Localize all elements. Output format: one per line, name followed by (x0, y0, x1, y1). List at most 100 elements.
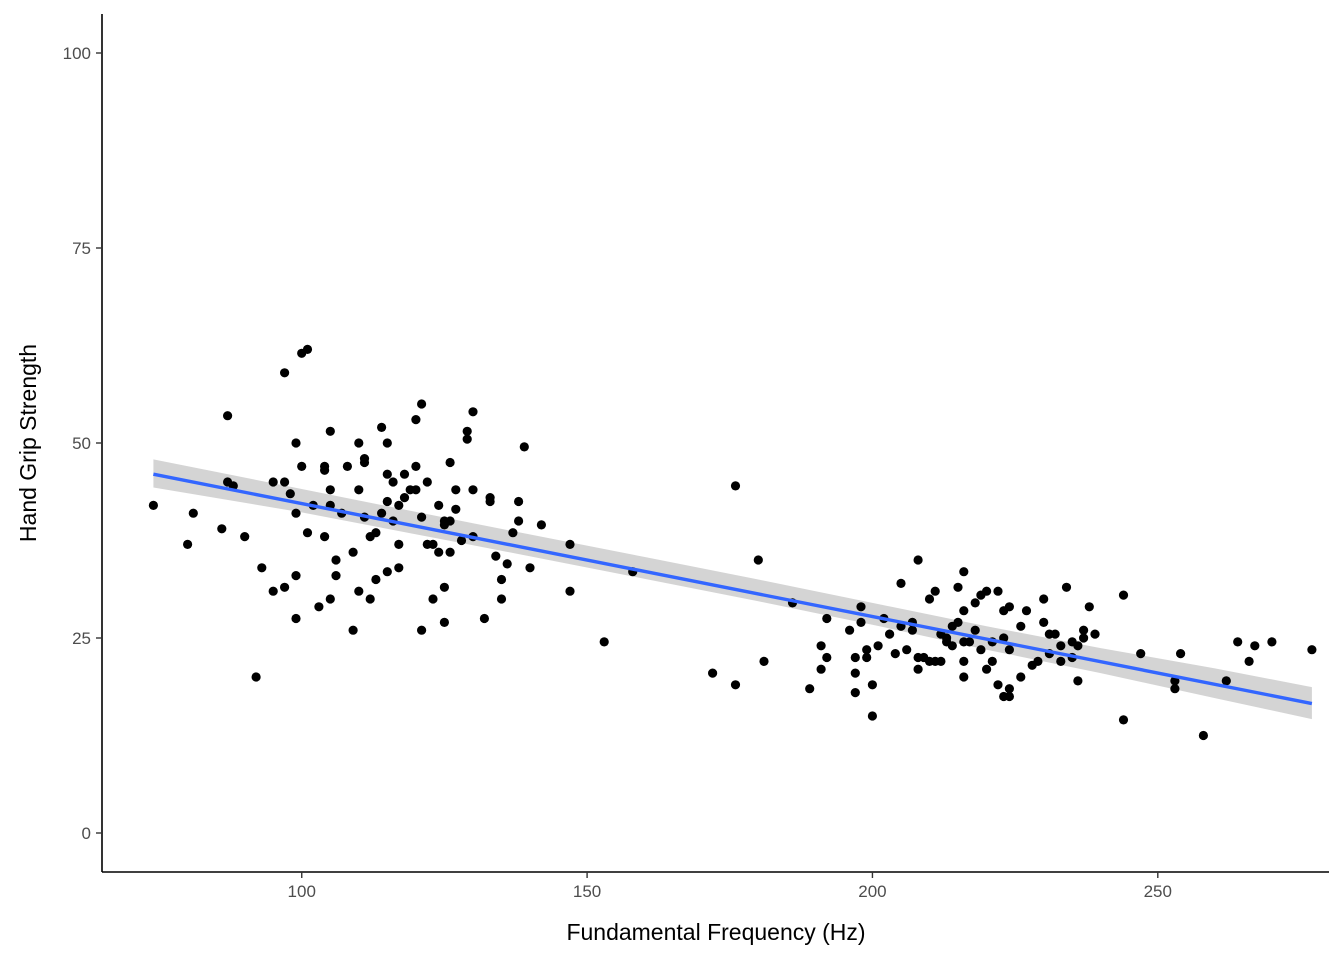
data-point (1004, 602, 1015, 612)
data-point (291, 438, 301, 448)
data-point (947, 641, 957, 651)
data-point (331, 571, 341, 581)
data-point (856, 617, 866, 628)
fit-line (153, 472, 1313, 706)
data-point (320, 461, 330, 471)
data-point (1267, 637, 1277, 647)
data-point (320, 532, 330, 542)
data-point (485, 493, 495, 503)
data-point (1118, 590, 1129, 600)
data-point (382, 469, 392, 479)
data-point (1016, 621, 1026, 631)
data-point (959, 656, 969, 667)
data-point (1039, 617, 1049, 628)
data-point (993, 680, 1003, 690)
data-point (268, 477, 278, 487)
y-tick-label: 25 (72, 629, 91, 648)
data-point (999, 633, 1009, 643)
data-point (1090, 629, 1100, 639)
data-point (491, 551, 501, 561)
data-point (599, 637, 609, 647)
data-point (417, 399, 427, 409)
data-point (964, 637, 975, 647)
axes-layer (101, 14, 1329, 873)
data-point (297, 461, 307, 471)
data-point (354, 586, 364, 596)
data-point (1004, 691, 1015, 702)
data-point (411, 485, 421, 495)
x-tick-label: 100 (288, 882, 316, 901)
data-point (445, 547, 455, 557)
data-point (885, 629, 895, 639)
data-point (1039, 594, 1049, 604)
data-point (428, 594, 438, 604)
data-point (1170, 676, 1180, 686)
data-point (445, 516, 455, 526)
data-point (417, 512, 427, 522)
data-point (896, 578, 906, 589)
data-point (759, 656, 769, 667)
data-point (439, 582, 449, 592)
data-point (862, 652, 872, 663)
data-point (394, 563, 404, 573)
data-point (902, 645, 912, 655)
data-point (456, 535, 467, 546)
y-tick-label: 100 (63, 44, 91, 63)
data-point (1221, 676, 1231, 686)
x-tick-layer: 100 150 200 250 (288, 872, 1172, 901)
data-point (913, 555, 923, 565)
data-point (240, 532, 250, 542)
data-point (936, 656, 946, 667)
data-point (565, 539, 575, 550)
data-point (930, 586, 940, 596)
data-point (325, 426, 335, 436)
data-point (331, 555, 341, 565)
data-point (845, 625, 855, 635)
data-point (525, 563, 535, 573)
data-point (862, 645, 872, 655)
data-point (1079, 633, 1089, 643)
data-point (993, 586, 1003, 596)
data-point (959, 672, 969, 682)
data-point (342, 461, 352, 471)
data-point (867, 680, 878, 690)
data-point (188, 508, 198, 518)
data-point (816, 641, 826, 651)
data-point (314, 602, 324, 612)
data-point (873, 641, 883, 651)
data-point (223, 411, 233, 421)
data-point (536, 520, 547, 530)
data-point (753, 555, 763, 565)
data-point (890, 649, 900, 659)
data-point (183, 539, 193, 550)
data-point (730, 680, 741, 690)
data-point (462, 426, 472, 436)
data-point (291, 508, 301, 518)
data-point (382, 438, 392, 448)
data-point (1050, 629, 1060, 639)
data-point (1021, 606, 1032, 616)
data-point (856, 602, 866, 612)
data-point (496, 594, 507, 604)
data-point (399, 493, 410, 503)
data-point (514, 516, 524, 526)
x-tick-label: 150 (573, 882, 601, 901)
x-tick-label: 250 (1144, 882, 1172, 901)
data-point (377, 508, 387, 518)
data-point (519, 442, 529, 452)
data-point (280, 477, 290, 487)
data-point (365, 594, 375, 604)
data-point (479, 613, 489, 624)
data-point (399, 469, 410, 479)
data-point (377, 422, 387, 432)
data-point (411, 461, 421, 471)
data-point (496, 574, 507, 585)
data-point (822, 613, 832, 624)
data-point (1016, 672, 1026, 682)
data-point (1056, 641, 1066, 651)
data-point (302, 528, 313, 538)
data-point (953, 582, 963, 592)
data-point (850, 652, 860, 663)
data-point (1176, 649, 1186, 659)
